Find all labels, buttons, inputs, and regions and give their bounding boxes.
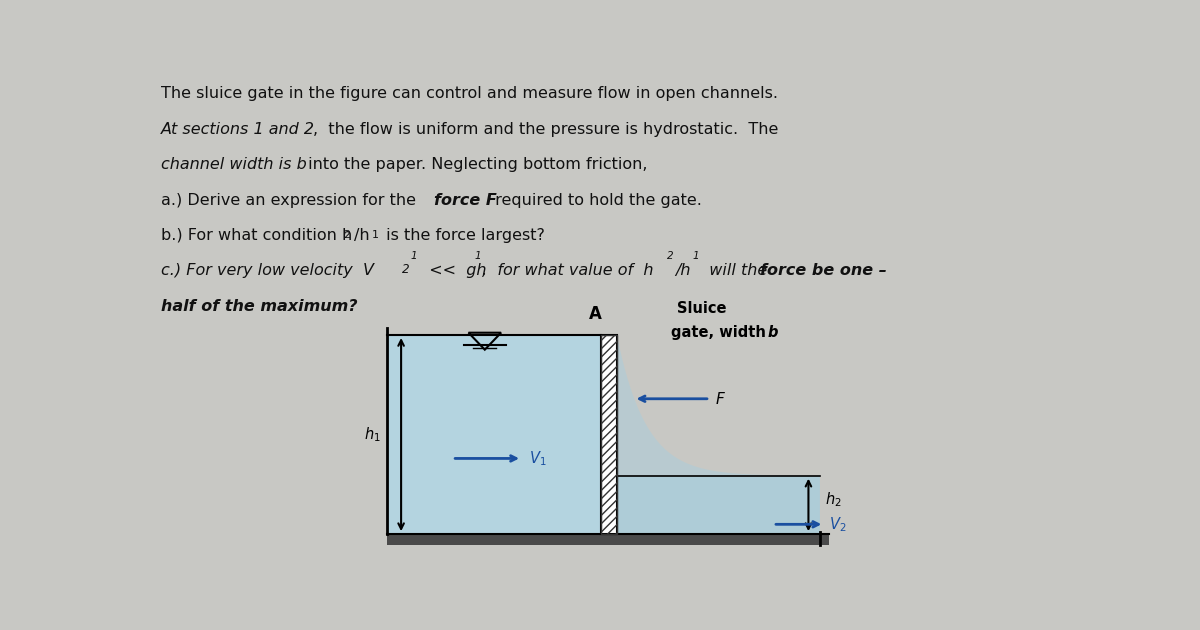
Text: into the paper. Neglecting bottom friction,: into the paper. Neglecting bottom fricti… xyxy=(302,157,647,172)
Text: is the force largest?: is the force largest? xyxy=(380,228,545,243)
Text: A: A xyxy=(589,305,601,323)
Text: Sluice: Sluice xyxy=(677,301,727,316)
Polygon shape xyxy=(617,476,820,534)
Text: $h_1$: $h_1$ xyxy=(364,425,380,444)
Text: required to hold the gate.: required to hold the gate. xyxy=(491,193,702,207)
Text: $h_2$: $h_2$ xyxy=(826,491,842,510)
Text: gate, width: gate, width xyxy=(671,325,770,340)
Text: The sluice gate in the figure can control and measure flow in open channels.: The sluice gate in the figure can contro… xyxy=(161,86,778,101)
Text: b: b xyxy=(768,325,778,340)
Bar xyxy=(601,335,617,534)
Text: At sections 1 and 2: At sections 1 and 2 xyxy=(161,122,316,137)
Text: 1: 1 xyxy=(371,230,378,240)
Bar xyxy=(388,534,829,545)
Text: ,  the flow is uniform and the pressure is hydrostatic.  The: , the flow is uniform and the pressure i… xyxy=(313,122,778,137)
Text: 1: 1 xyxy=(474,251,481,261)
Text: force F: force F xyxy=(433,193,497,207)
Text: half of the maximum?: half of the maximum? xyxy=(161,299,358,314)
Text: channel width is b: channel width is b xyxy=(161,157,307,172)
Polygon shape xyxy=(617,335,820,534)
Polygon shape xyxy=(388,335,601,534)
Text: $V_2$: $V_2$ xyxy=(829,515,846,534)
Text: a.) Derive an expression for the: a.) Derive an expression for the xyxy=(161,193,421,207)
Text: b.) For what condition h: b.) For what condition h xyxy=(161,228,353,243)
Text: $V_1$: $V_1$ xyxy=(529,449,547,468)
Text: 1: 1 xyxy=(692,251,698,261)
Polygon shape xyxy=(388,335,601,534)
Text: 2: 2 xyxy=(343,230,350,240)
Text: /h: /h xyxy=(354,228,370,243)
Text: c.) For very low velocity  V: c.) For very low velocity V xyxy=(161,263,374,278)
Text: 2: 2 xyxy=(402,263,409,277)
Text: will the: will the xyxy=(698,263,772,278)
Text: 1: 1 xyxy=(410,251,418,261)
Text: <<  gh: << gh xyxy=(419,263,486,278)
Text: /h: /h xyxy=(676,263,691,278)
Text: ,  for what value of  h: , for what value of h xyxy=(482,263,654,278)
Text: 2: 2 xyxy=(667,251,673,261)
Text: force be one –: force be one – xyxy=(760,263,887,278)
Bar xyxy=(601,335,617,534)
Text: $F$: $F$ xyxy=(714,391,726,407)
